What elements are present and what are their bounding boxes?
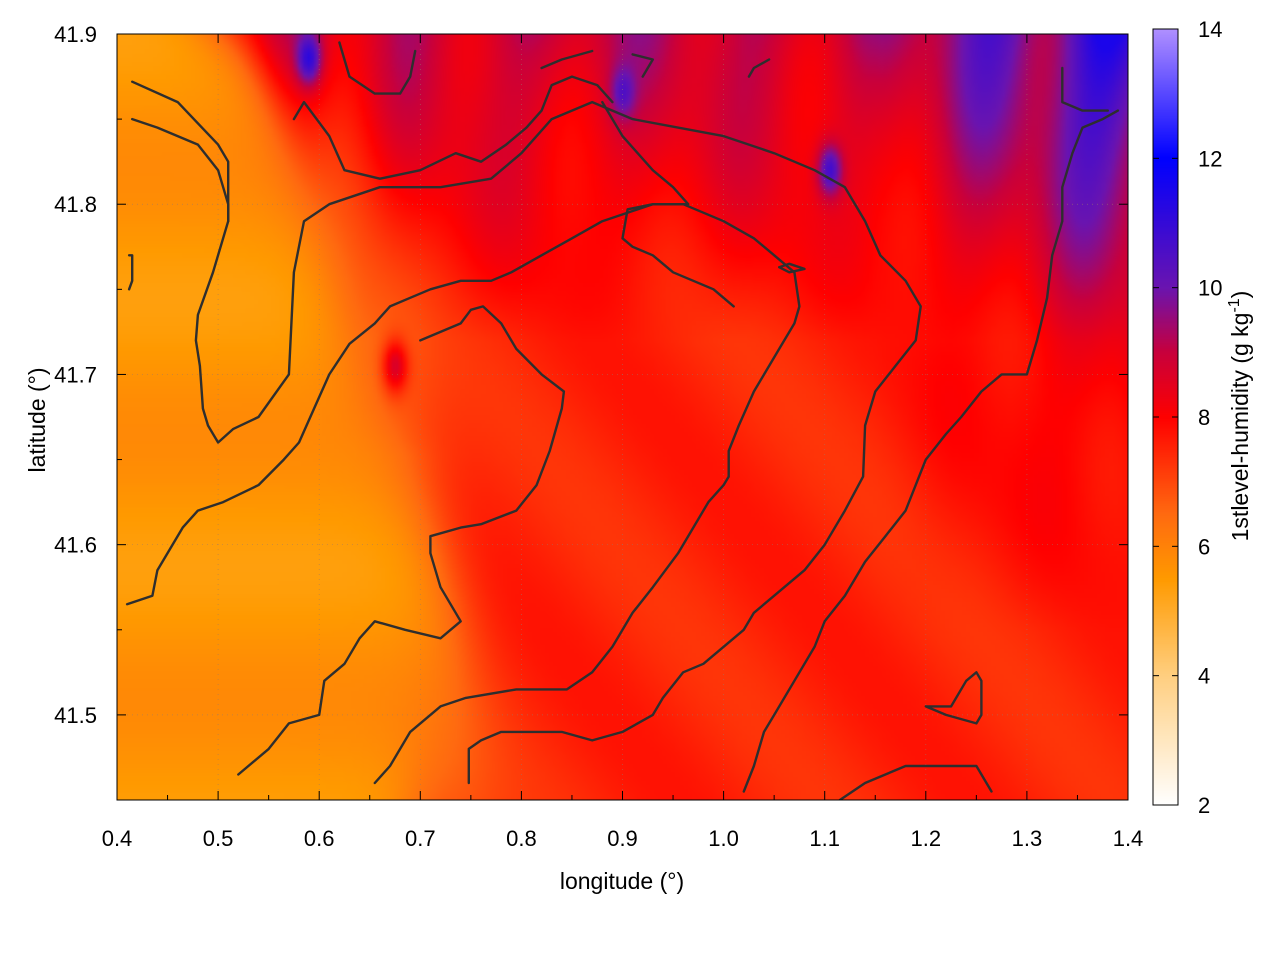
contour-line: [373, 203, 801, 785]
y-tick-label: 41.9: [54, 22, 97, 47]
contour-line: [131, 117, 230, 223]
colorbar-tick-label: 4: [1198, 664, 1210, 689]
y-tick-label: 41.6: [54, 533, 97, 558]
y-tick-label: 41.7: [54, 362, 97, 387]
x-tick-label: 0.5: [203, 826, 234, 851]
contour-line: [742, 109, 1120, 793]
grid-lines: [117, 34, 1128, 800]
x-tick-label: 1.3: [1012, 826, 1043, 851]
contour-line: [924, 671, 983, 725]
y-tick-label: 41.5: [54, 703, 97, 728]
x-tick-label: 1.1: [809, 826, 840, 851]
colorbar-tick-label: 6: [1198, 534, 1210, 559]
colorbar-tick-label: 10: [1198, 276, 1222, 301]
contour-line: [131, 80, 922, 785]
contour-line: [237, 305, 566, 776]
y-axis-label: latitude (°): [24, 367, 50, 472]
x-tick-label: 0.8: [506, 826, 537, 851]
colorbar-axis: 2 4 6 8 10 12 14: [1153, 17, 1222, 818]
colorbar-tick-label: 2: [1198, 793, 1210, 818]
x-tick-label: 0.4: [102, 826, 133, 851]
contour-line: [631, 53, 654, 78]
y-axis: 41.5 41.6 41.7 41.8 41.9: [54, 22, 1128, 801]
contour-line: [1061, 66, 1109, 112]
contour-line: [338, 41, 417, 95]
colorbar-tick-label: 12: [1198, 146, 1222, 171]
contour-line: [778, 262, 806, 274]
x-tick-label: 1.0: [708, 826, 739, 851]
contour-line: [292, 75, 614, 180]
contour-lines: [125, 41, 1120, 800]
x-axis: 0.4 0.5 0.6 0.7 0.8 0.9 1.0 1.1 1.2 1.3 1.4: [102, 34, 1144, 851]
x-axis-label: longitude (°): [560, 868, 684, 894]
x-tick-label: 0.7: [405, 826, 436, 851]
colorbar-tick-label: 14: [1198, 17, 1222, 42]
x-tick-label: 1.2: [911, 826, 942, 851]
contour-line: [540, 49, 594, 70]
x-tick-label: 0.6: [304, 826, 335, 851]
humidity-heatmap: [117, 34, 1128, 800]
colorbar-label: 1stlevel-humidity (g kg-1): [1226, 291, 1253, 542]
x-tick-label: 1.4: [1113, 826, 1144, 851]
x-tick-label: 0.9: [607, 826, 638, 851]
contour-line: [747, 58, 771, 78]
colorbar-tick-label: 8: [1198, 405, 1210, 430]
contour-line: [838, 764, 993, 800]
contour-line: [127, 254, 134, 291]
y-tick-label: 41.8: [54, 192, 97, 217]
